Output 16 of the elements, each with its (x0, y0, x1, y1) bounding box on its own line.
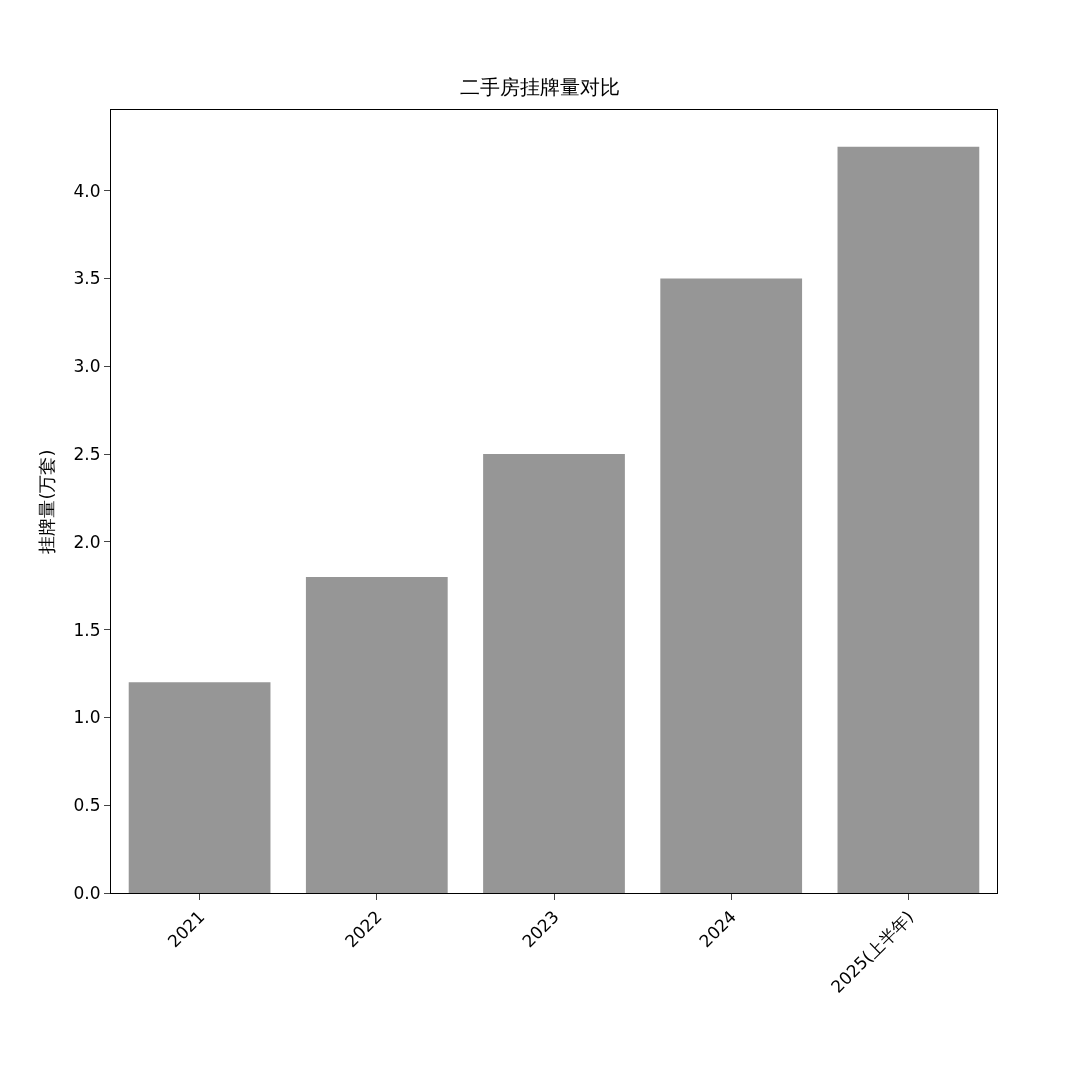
chart-title: 二手房挂牌量对比 (460, 75, 620, 99)
y-tick-label: 1.5 (73, 619, 101, 640)
bar (837, 146, 980, 893)
y-tick-label: 2.5 (73, 444, 101, 465)
y-axis-title: 挂牌量(万套) (35, 449, 57, 554)
bar (128, 682, 271, 893)
y-tick-label: 1.0 (73, 707, 101, 728)
y-tick-label: 3.0 (73, 356, 101, 377)
y-tick-label: 3.5 (73, 268, 101, 289)
y-tick-label: 0.0 (73, 882, 101, 903)
bar (660, 278, 803, 893)
y-tick-label: 0.5 (73, 795, 101, 816)
y-tick-label: 4.0 (73, 180, 101, 201)
bar (305, 576, 448, 893)
y-tick-label: 2.0 (73, 531, 101, 552)
bar (483, 454, 625, 893)
